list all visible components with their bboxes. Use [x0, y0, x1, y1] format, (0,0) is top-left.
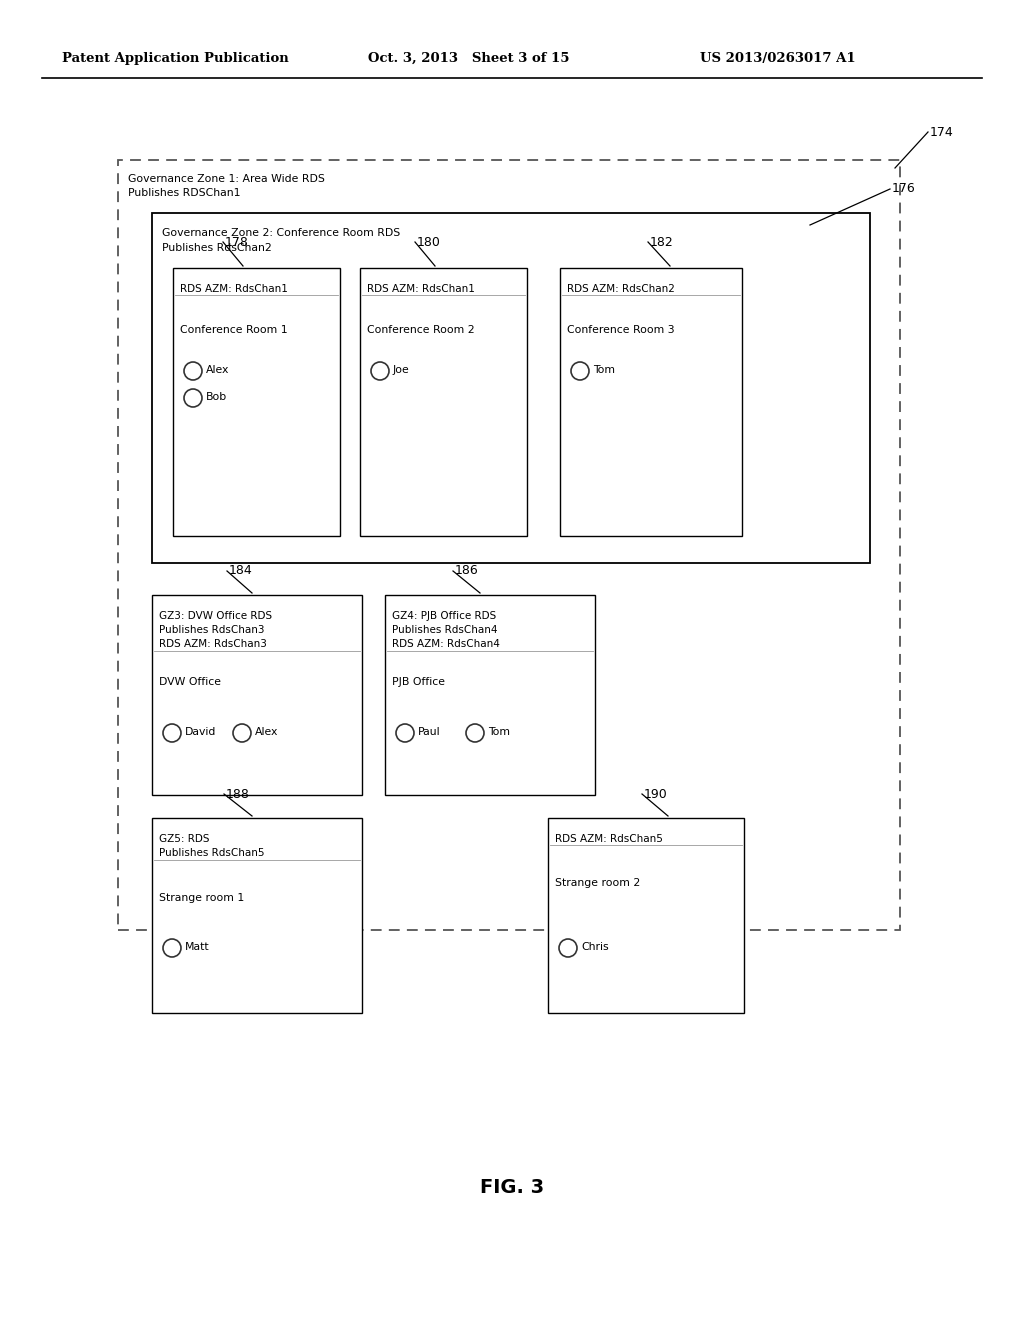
Bar [548, 818, 744, 1012]
Bar [385, 595, 595, 795]
Text: 174: 174 [930, 125, 953, 139]
Text: 176: 176 [892, 182, 915, 195]
Text: US 2013/0263017 A1: US 2013/0263017 A1 [700, 51, 856, 65]
Text: Publishes RdsChan4: Publishes RdsChan4 [392, 624, 498, 635]
Text: RDS AZM: RdsChan5: RDS AZM: RdsChan5 [555, 834, 663, 843]
Text: Patent Application Publication: Patent Application Publication [62, 51, 289, 65]
Text: Conference Room 3: Conference Room 3 [567, 325, 675, 335]
Text: Bob: Bob [206, 392, 227, 403]
Text: RDS AZM: RdsChan2: RDS AZM: RdsChan2 [567, 284, 675, 294]
Text: DVW Office: DVW Office [159, 677, 221, 686]
Text: Publishes RdsChan3: Publishes RdsChan3 [159, 624, 264, 635]
Text: RDS AZM: RdsChan1: RDS AZM: RdsChan1 [367, 284, 475, 294]
Text: 180: 180 [417, 235, 441, 248]
Text: 186: 186 [455, 565, 479, 578]
Text: Strange room 1: Strange room 1 [159, 894, 245, 903]
Text: GZ4: PJB Office RDS: GZ4: PJB Office RDS [392, 611, 497, 620]
Text: Publishes RdsChan2: Publishes RdsChan2 [162, 243, 271, 253]
Text: Matt: Matt [185, 942, 210, 952]
Text: Governance Zone 1: Area Wide RDS: Governance Zone 1: Area Wide RDS [128, 174, 325, 183]
Bar [118, 160, 900, 931]
Text: 190: 190 [644, 788, 668, 800]
Text: FIG. 3: FIG. 3 [480, 1177, 544, 1197]
Text: 184: 184 [229, 565, 253, 578]
Bar [173, 268, 340, 536]
Text: Paul: Paul [418, 727, 440, 737]
Text: GZ3: DVW Office RDS: GZ3: DVW Office RDS [159, 611, 272, 620]
Text: Publishes RDSChan1: Publishes RDSChan1 [128, 187, 241, 198]
Text: Conference Room 2: Conference Room 2 [367, 325, 475, 335]
Bar [152, 595, 362, 795]
Text: 182: 182 [650, 235, 674, 248]
Text: Conference Room 1: Conference Room 1 [180, 325, 288, 335]
Bar [152, 213, 870, 564]
Text: PJB Office: PJB Office [392, 677, 445, 686]
Text: Chris: Chris [581, 942, 608, 952]
Text: Alex: Alex [255, 727, 279, 737]
Text: RDS AZM: RdsChan1: RDS AZM: RdsChan1 [180, 284, 288, 294]
Text: 188: 188 [226, 788, 250, 800]
Text: Tom: Tom [593, 366, 615, 375]
Text: David: David [185, 727, 216, 737]
Bar [360, 268, 527, 536]
Text: Alex: Alex [206, 366, 229, 375]
Text: Oct. 3, 2013   Sheet 3 of 15: Oct. 3, 2013 Sheet 3 of 15 [368, 51, 569, 65]
Text: 178: 178 [225, 235, 249, 248]
Bar [560, 268, 742, 536]
Text: Joe: Joe [393, 366, 410, 375]
Text: Governance Zone 2: Conference Room RDS: Governance Zone 2: Conference Room RDS [162, 228, 400, 238]
Text: RDS AZM: RdsChan4: RDS AZM: RdsChan4 [392, 639, 500, 649]
Text: Strange room 2: Strange room 2 [555, 878, 640, 888]
Text: Tom: Tom [488, 727, 510, 737]
Text: Publishes RdsChan5: Publishes RdsChan5 [159, 847, 264, 858]
Bar [152, 818, 362, 1012]
Text: GZ5: RDS: GZ5: RDS [159, 834, 210, 843]
Text: RDS AZM: RdsChan3: RDS AZM: RdsChan3 [159, 639, 267, 649]
